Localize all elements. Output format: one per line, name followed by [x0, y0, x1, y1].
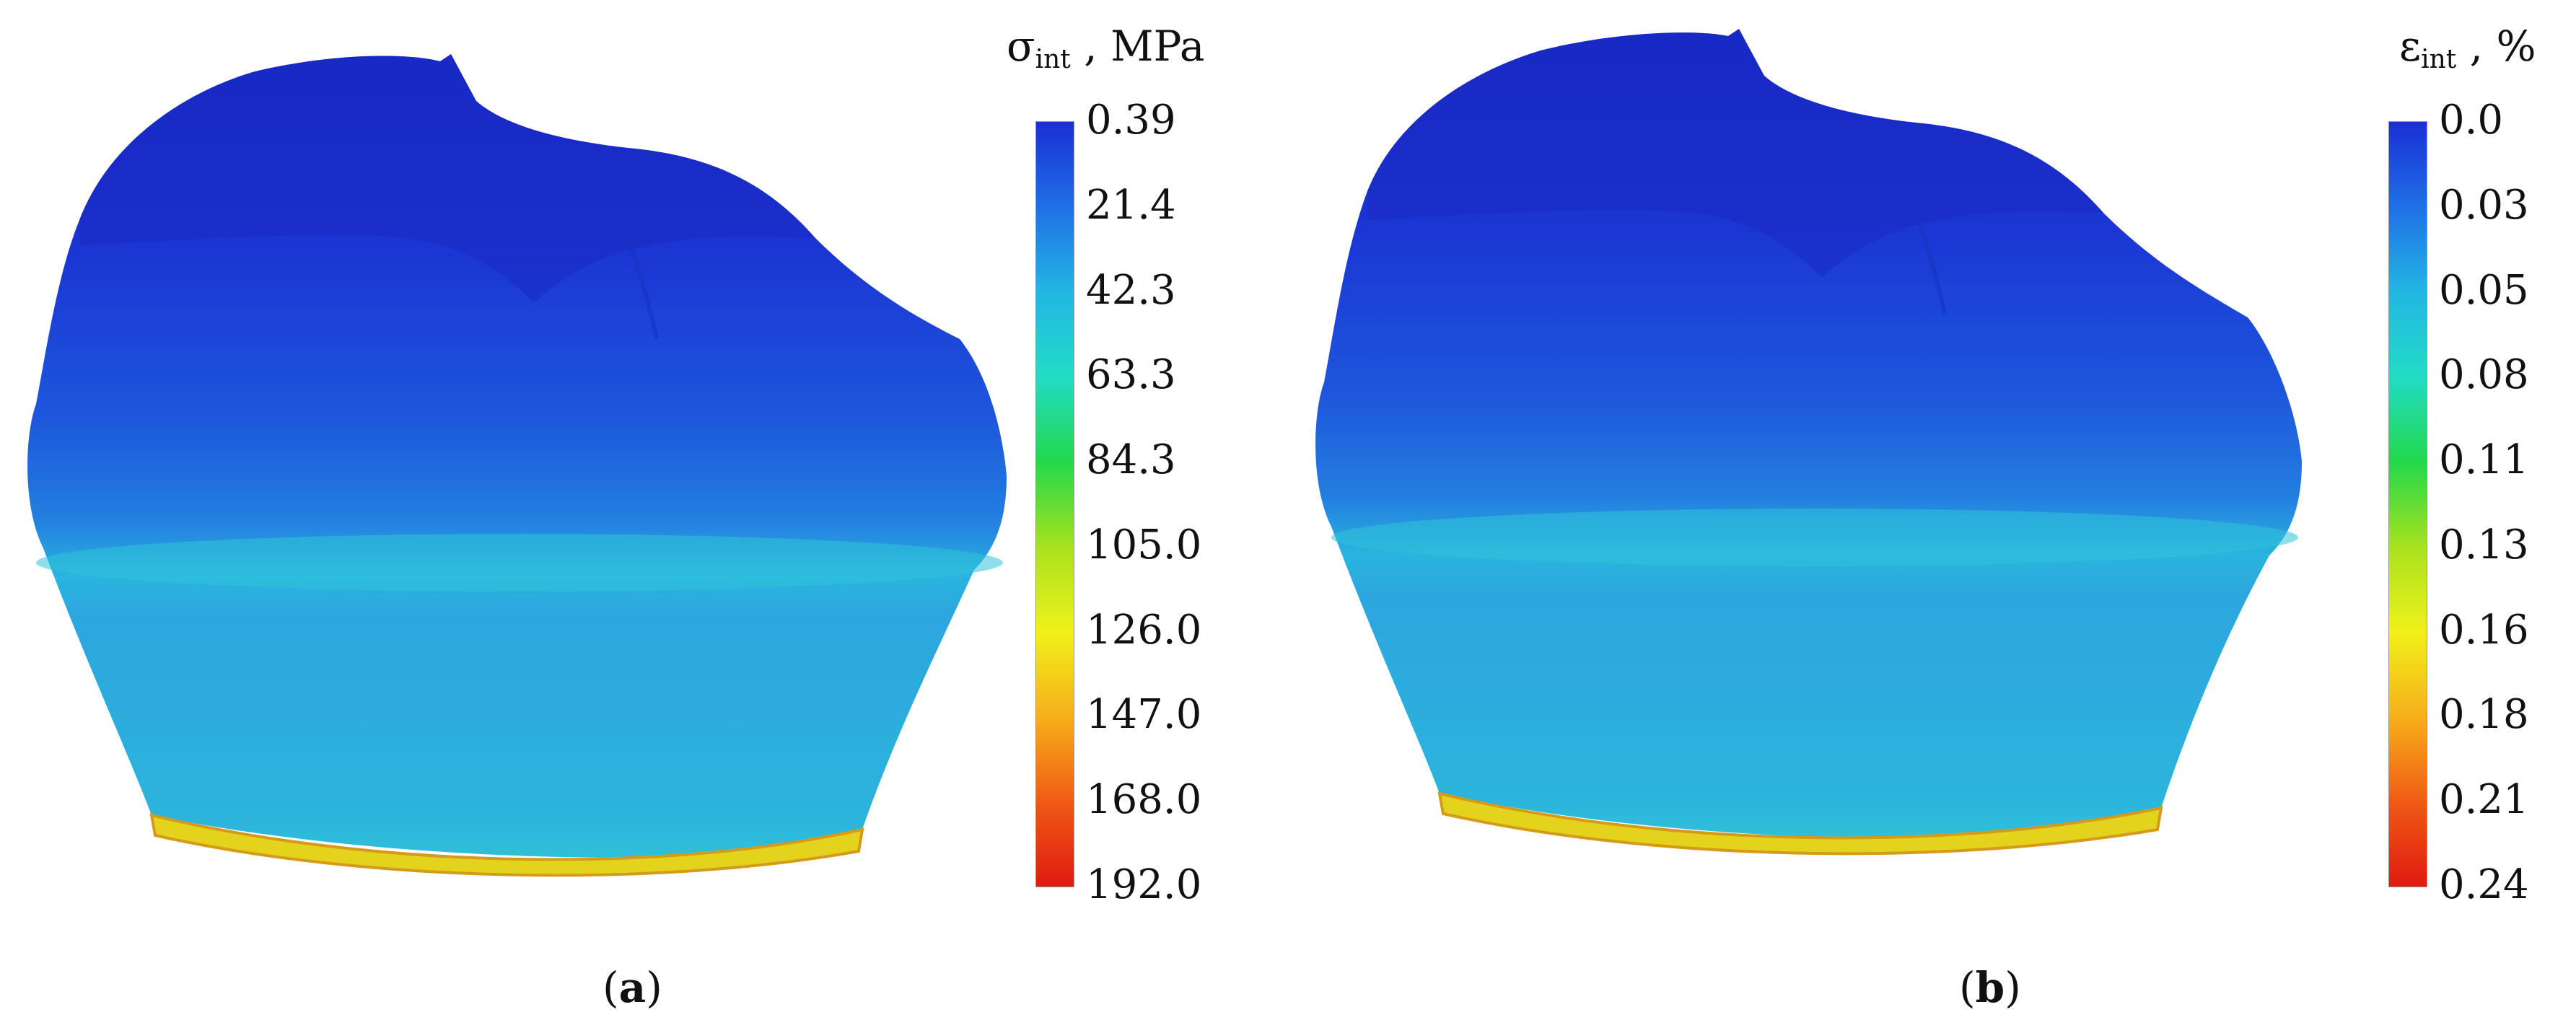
- tooth-model-a: [27, 54, 1007, 877]
- tick-label: 42.3: [1086, 266, 1176, 314]
- tick-label: 0.24: [2439, 861, 2529, 908]
- caption-b: (b): [1959, 963, 2021, 1012]
- tooth-body-b: [1315, 29, 2302, 839]
- colorbar-title-a: σint , MPa: [1007, 22, 1205, 74]
- tick-label: 126.0: [1086, 606, 1202, 654]
- tick-label: 105.0: [1086, 521, 1202, 568]
- panel-b: εint , % 0.0 0.03 0.05 0.08 0.11 0.13 0.…: [1288, 0, 2576, 1033]
- tick-label: 192.0: [1086, 861, 1202, 908]
- tick-label: 0.08: [2439, 351, 2529, 399]
- tooth-body-a: [27, 54, 1007, 858]
- colorbar-b: [2388, 121, 2427, 887]
- tick-label: 84.3: [1086, 436, 1176, 484]
- tick-label: 21.4: [1086, 181, 1176, 229]
- tick-label: 147.0: [1086, 691, 1202, 739]
- colorbar-a: [1035, 121, 1074, 887]
- tick-label: 168.0: [1086, 776, 1202, 824]
- tick-label: 0.39: [1086, 97, 1176, 144]
- caption-a: (a): [603, 963, 662, 1012]
- panel-a: σint , MPa 0.39 21.4 42.3 63.3 84.3 105.…: [27, 22, 1205, 1012]
- groove-a: [618, 208, 659, 340]
- tick-label: 0.13: [2439, 521, 2529, 568]
- tick-label: 0.18: [2439, 691, 2529, 739]
- cervical-margin-a: [149, 813, 864, 877]
- tick-label: 0.03: [2439, 181, 2529, 229]
- groove-b: [1906, 183, 1947, 315]
- equator-band-a: [36, 534, 1003, 592]
- tick-label: 0.11: [2439, 436, 2529, 484]
- tick-label: 0.0: [2439, 97, 2504, 144]
- tick-label: 63.3: [1086, 351, 1176, 399]
- tick-label: 0.16: [2439, 606, 2529, 654]
- cervical-margin-b: [1437, 791, 2163, 856]
- tick-label: 0.21: [2439, 776, 2529, 824]
- tick-label: 0.05: [2439, 266, 2529, 314]
- equator-band-b: [1331, 509, 2298, 566]
- colorbar-title-b: εint , %: [2399, 22, 2536, 74]
- tooth-model-b: [1315, 29, 2302, 856]
